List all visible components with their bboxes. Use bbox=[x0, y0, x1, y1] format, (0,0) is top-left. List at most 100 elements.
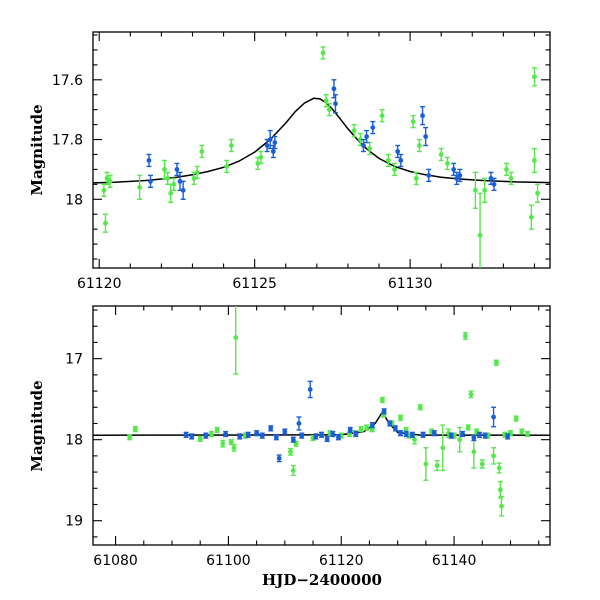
top-blue-point-0 bbox=[146, 158, 152, 163]
bottom-x-axis-label: HJD−2400000 bbox=[262, 571, 382, 589]
bottom-green-point-21 bbox=[380, 397, 385, 403]
bottom-blue-point-6 bbox=[254, 430, 260, 436]
bottom-blue-point-16 bbox=[313, 434, 319, 439]
top-green-point-26 bbox=[413, 175, 419, 181]
bottom-green-point-8 bbox=[233, 335, 239, 340]
bottom-green-point-7 bbox=[231, 445, 237, 451]
bottom-green-point-38 bbox=[468, 391, 474, 397]
top-x-tick-label: 61120 bbox=[77, 276, 122, 292]
bottom-x-tick-label: 61140 bbox=[432, 553, 477, 569]
top-green-point-34 bbox=[508, 175, 514, 181]
top-green-point-31 bbox=[477, 232, 483, 238]
top-green-point-28 bbox=[438, 152, 444, 157]
bottom-blue-point-31 bbox=[431, 430, 437, 436]
bottom-green-point-47 bbox=[499, 503, 504, 509]
bottom-green-point-28 bbox=[417, 404, 423, 410]
bottom-green-point-10 bbox=[288, 449, 293, 455]
top-green-point-21 bbox=[367, 146, 373, 151]
top-green-point-20 bbox=[357, 137, 363, 142]
top-blue-point-9 bbox=[331, 86, 337, 92]
top-green-point-4 bbox=[137, 184, 143, 190]
top-green-point-7 bbox=[168, 190, 174, 196]
bottom-green-point-0 bbox=[127, 434, 133, 440]
bottom-blue-point-5 bbox=[245, 432, 251, 438]
top-green-point-38 bbox=[528, 214, 534, 220]
top-blue-point-19 bbox=[451, 167, 457, 172]
bottom-green-point-27 bbox=[412, 437, 417, 443]
bottom-blue-point-24 bbox=[381, 408, 387, 414]
top-green-point-5 bbox=[162, 167, 167, 172]
top-green-point-6 bbox=[165, 175, 171, 181]
bottom-green-point-24 bbox=[398, 415, 403, 421]
bottom-green-point-3 bbox=[209, 431, 214, 437]
top-green-point-18 bbox=[326, 107, 332, 113]
bottom-panel-data bbox=[93, 306, 550, 517]
bottom-blue-point-2 bbox=[203, 433, 209, 439]
top-green-point-8 bbox=[171, 181, 177, 187]
top-green-point-27 bbox=[417, 143, 422, 148]
bottom-blue-point-38 bbox=[505, 434, 511, 439]
top-green-point-37 bbox=[535, 190, 540, 196]
bottom-blue-point-35 bbox=[477, 432, 482, 438]
top-green-point-23 bbox=[385, 158, 391, 163]
bottom-x-tick-label: 61100 bbox=[206, 553, 251, 569]
bottom-green-point-35 bbox=[457, 437, 463, 443]
top-green-point-25 bbox=[410, 119, 416, 125]
top-y-axis-label: Magnitude bbox=[28, 104, 46, 195]
top-blue-point-1 bbox=[148, 178, 153, 184]
bottom-panel-axes: 61080 61100 61120 61140 17 18 19 bbox=[65, 306, 550, 569]
top-model-curve bbox=[93, 97, 550, 184]
bottom-green-point-36 bbox=[462, 333, 468, 339]
bottom-blue-point-15 bbox=[307, 387, 313, 392]
bottom-green-point-41 bbox=[479, 461, 485, 467]
bottom-blue-point-12 bbox=[290, 437, 296, 443]
bottom-y-tick-label: 19 bbox=[65, 514, 83, 530]
bottom-green-point-2 bbox=[197, 436, 203, 442]
top-x-tick-label: 61130 bbox=[388, 276, 433, 292]
bottom-green-point-43 bbox=[491, 453, 496, 459]
bottom-blue-point-1 bbox=[189, 434, 195, 439]
top-green-point-16 bbox=[320, 50, 326, 56]
bottom-blue-point-7 bbox=[259, 433, 265, 439]
bottom-green-point-50 bbox=[513, 416, 519, 422]
bottom-blue-point-19 bbox=[330, 431, 336, 437]
top-y-tick-label: 17.6 bbox=[52, 73, 83, 89]
bottom-blue-point-20 bbox=[336, 434, 341, 440]
top-panel-axes: 61120 61125 61130 17.6 17.8 18 bbox=[52, 32, 550, 292]
bottom-green-point-6 bbox=[228, 439, 234, 445]
top-green-point-10 bbox=[194, 170, 200, 175]
top-green-point-9 bbox=[191, 175, 197, 181]
top-green-point-22 bbox=[379, 113, 385, 119]
bottom-blue-point-29 bbox=[409, 432, 415, 438]
top-blue-point-2 bbox=[174, 167, 180, 172]
bottom-green-point-45 bbox=[496, 465, 502, 471]
bottom-blue-point-37 bbox=[491, 414, 496, 420]
top-blue-point-16 bbox=[420, 113, 425, 119]
bottom-blue-point-0 bbox=[183, 432, 189, 438]
top-green-point-15 bbox=[258, 155, 264, 160]
bottom-panel: 61080 61100 61120 61140 17 18 19 Magnitude HJD… bbox=[28, 305, 551, 589]
top-blue-point-10 bbox=[333, 101, 338, 107]
bottom-green-point-4 bbox=[214, 427, 220, 433]
bottom-blue-point-25 bbox=[387, 421, 393, 426]
bottom-blue-point-21 bbox=[347, 427, 353, 433]
bottom-blue-point-33 bbox=[460, 431, 465, 437]
top-blue-point-18 bbox=[426, 172, 432, 178]
top-panel-frame bbox=[92, 31, 551, 269]
bottom-green-point-44 bbox=[494, 360, 499, 366]
top-blue-point-15 bbox=[398, 158, 404, 163]
top-blue-point-17 bbox=[423, 134, 429, 139]
top-blue-point-22 bbox=[488, 175, 494, 181]
bottom-green-point-11 bbox=[290, 468, 296, 473]
top-blue-point-6 bbox=[267, 137, 273, 142]
bottom-blue-point-17 bbox=[319, 432, 324, 438]
top-y-tick-label: 17.8 bbox=[52, 133, 83, 149]
bottom-x-tick-label: 61120 bbox=[319, 553, 364, 569]
bottom-green-point-29 bbox=[423, 461, 429, 467]
bottom-y-axis-label: Magnitude bbox=[28, 380, 46, 471]
top-green-point-35 bbox=[532, 74, 537, 80]
top-blue-point-4 bbox=[180, 187, 186, 193]
bottom-blue-point-23 bbox=[369, 422, 375, 428]
top-green-point-30 bbox=[472, 187, 478, 193]
top-green-point-12 bbox=[224, 164, 230, 169]
